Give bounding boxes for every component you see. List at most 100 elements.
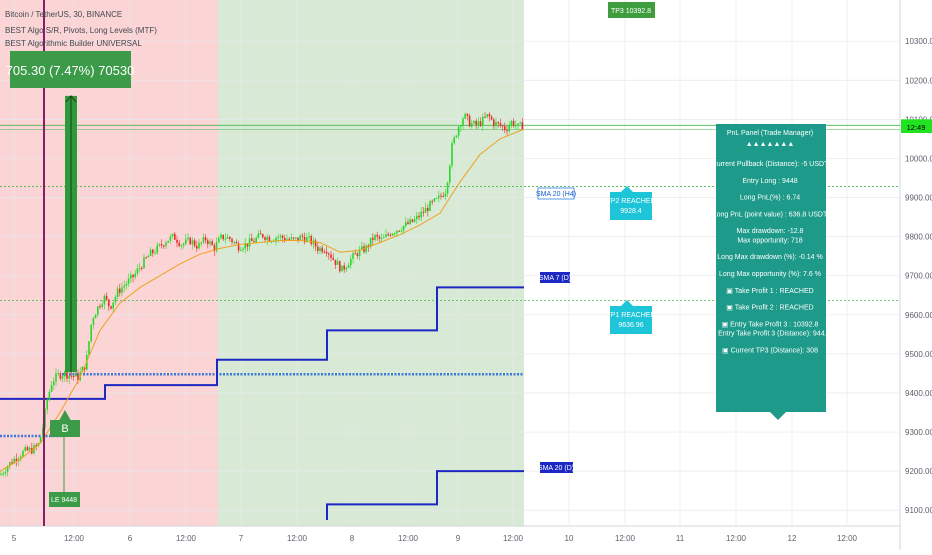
candle-body bbox=[336, 261, 339, 265]
candle-body bbox=[477, 121, 480, 126]
candle-body bbox=[317, 246, 319, 251]
candle-body bbox=[198, 242, 200, 249]
candle-body bbox=[264, 237, 266, 240]
candle-body bbox=[64, 371, 66, 377]
sma20-d-label: SMA 20 (D) bbox=[538, 462, 574, 473]
candle-body bbox=[275, 237, 277, 241]
candle-body bbox=[284, 238, 286, 241]
candle-body bbox=[143, 257, 145, 269]
candle-body bbox=[424, 207, 427, 213]
candle-body bbox=[233, 242, 235, 244]
candle-body bbox=[413, 219, 416, 222]
svg-text:9636.96: 9636.96 bbox=[618, 322, 643, 329]
candle-body bbox=[160, 244, 163, 246]
candle-body bbox=[444, 193, 447, 197]
candle-body bbox=[471, 123, 473, 127]
time-tick-label: 12:00 bbox=[726, 534, 747, 543]
candle-body bbox=[257, 233, 260, 238]
candle-body bbox=[385, 234, 387, 238]
candle-body bbox=[11, 462, 13, 464]
candle-body bbox=[328, 253, 330, 255]
candle-body bbox=[180, 245, 183, 247]
candle-body bbox=[438, 195, 440, 198]
candle-body bbox=[138, 267, 141, 269]
candle-body bbox=[484, 116, 486, 118]
time-tick-label: 12:00 bbox=[615, 534, 636, 543]
candle-body bbox=[53, 381, 55, 386]
candle-body bbox=[268, 236, 271, 242]
candle-body bbox=[149, 249, 152, 256]
candle-body bbox=[431, 201, 433, 203]
candle-body bbox=[442, 196, 444, 198]
pnl-panel-line: ▣ Take Profit 2 : REACHED bbox=[726, 305, 813, 312]
pnl-panel-line: Entry Long : 9448 bbox=[742, 178, 797, 185]
candle-body bbox=[97, 306, 99, 315]
pnl-panel-line: Long PnL (point value) : 636.8 USDT bbox=[713, 211, 828, 218]
candle-body bbox=[402, 225, 405, 231]
candle-body bbox=[464, 113, 466, 119]
candle-body bbox=[81, 366, 84, 373]
sma7-d-label: SMA 7 (D) bbox=[539, 272, 571, 283]
candle-body bbox=[449, 165, 451, 183]
candle-body bbox=[389, 234, 392, 236]
buy-marker: B bbox=[50, 410, 80, 437]
pnl-panel-line: Current Pullback (Distance): -5 USDT bbox=[712, 161, 829, 168]
candle-body bbox=[490, 116, 493, 120]
candle-body bbox=[211, 241, 213, 246]
candle-body bbox=[213, 245, 216, 251]
candle-body bbox=[50, 385, 53, 392]
candle-body bbox=[185, 239, 187, 244]
candle-body bbox=[435, 197, 438, 199]
candle-body bbox=[457, 126, 460, 136]
candle-body bbox=[255, 237, 257, 243]
candle-body bbox=[306, 237, 308, 243]
candle-body bbox=[189, 237, 191, 245]
candle-body bbox=[226, 237, 229, 239]
pnl-panel-line: ▣ Entry Take Profit 3 : 10392.8 bbox=[722, 321, 819, 328]
candle-body bbox=[178, 242, 180, 246]
candle-body bbox=[237, 243, 240, 251]
candle-body bbox=[519, 122, 521, 124]
price-axis[interactable]: 10300.0010200.0010100.0010000.009900.009… bbox=[905, 37, 932, 515]
candle-body bbox=[409, 219, 411, 224]
candle-body bbox=[279, 235, 282, 238]
candle-body bbox=[361, 246, 363, 250]
candle-body bbox=[508, 125, 510, 132]
candle-body bbox=[39, 437, 42, 444]
candle-body bbox=[420, 211, 422, 218]
candle-body bbox=[253, 240, 255, 243]
candle-body bbox=[200, 242, 202, 244]
candle-body bbox=[20, 456, 22, 459]
candle-body bbox=[493, 119, 495, 127]
candle-body bbox=[473, 120, 475, 124]
time-tick-label: 6 bbox=[128, 534, 133, 543]
candle-body bbox=[116, 288, 119, 297]
candle-body bbox=[114, 296, 117, 303]
time-axis-background bbox=[0, 526, 932, 550]
candle-body bbox=[429, 201, 431, 211]
candle-body bbox=[70, 375, 73, 377]
candle-body bbox=[341, 265, 343, 272]
price-tick-label: 10300.00 bbox=[905, 37, 932, 46]
candle-body bbox=[367, 245, 370, 247]
candle-body bbox=[77, 373, 79, 381]
candle-body bbox=[453, 137, 455, 144]
candle-body bbox=[460, 125, 462, 127]
price-tick-label: 9400.00 bbox=[905, 389, 932, 398]
candle-body bbox=[136, 268, 139, 274]
candle-body bbox=[193, 240, 196, 246]
candle-body bbox=[517, 123, 519, 126]
svg-text:SMA 20 (D): SMA 20 (D) bbox=[538, 465, 574, 472]
candle-body bbox=[334, 259, 337, 265]
candle-body bbox=[55, 373, 57, 382]
svg-text:LE 9448: LE 9448 bbox=[51, 497, 77, 504]
candle-body bbox=[209, 241, 211, 245]
candle-body bbox=[66, 371, 68, 379]
pnl-panel-arrows: ▲▲▲▲▲▲▲ bbox=[746, 141, 795, 148]
trade-result-box: 705.30 (7.47%) 70530 bbox=[6, 51, 134, 88]
candle-body bbox=[134, 273, 136, 278]
candle-body bbox=[299, 235, 301, 241]
time-axis[interactable]: 5 12:00 6 12:00 7 12:00 8 12:00 9 12:00 10 12:00 11 1… bbox=[12, 534, 858, 543]
